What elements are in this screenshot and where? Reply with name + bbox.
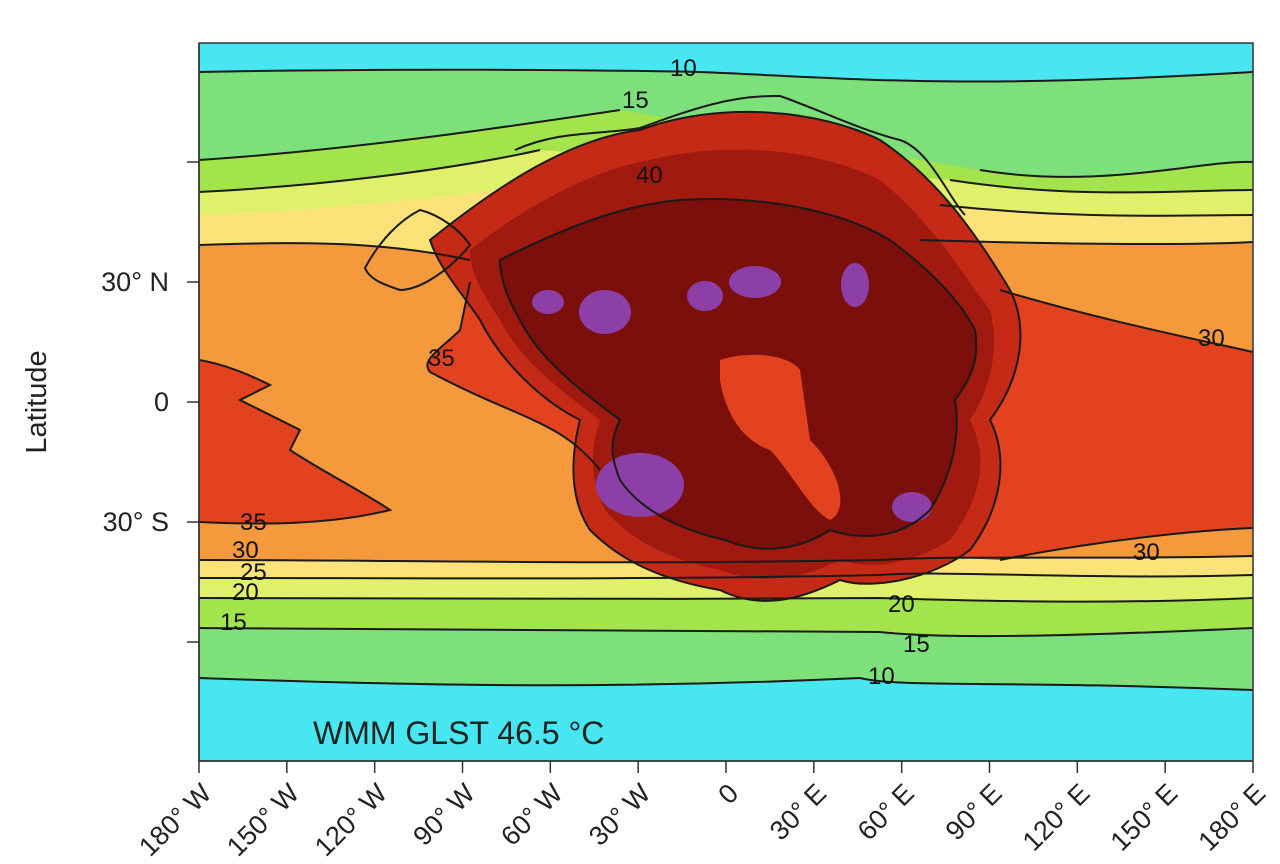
contour-line-35-south-west bbox=[199, 359, 393, 525]
band-35-west bbox=[199, 360, 390, 524]
glst-annotation: WMM GLST 46.5 °C bbox=[313, 715, 604, 751]
x-tick-label: 0 bbox=[712, 778, 744, 810]
contour-line-20-north-east bbox=[949, 179, 1253, 194]
hotspot-4 bbox=[729, 266, 781, 298]
x-tick-label: 30° W bbox=[583, 778, 657, 852]
x-tick-label: 150° W bbox=[221, 778, 305, 862]
map-plot-area bbox=[199, 43, 1253, 761]
hotspot-5 bbox=[841, 263, 869, 307]
contour-line-15-north bbox=[199, 109, 621, 161]
x-tick-label: 30° E bbox=[764, 778, 832, 846]
x-tick-label: 60° W bbox=[495, 778, 569, 852]
y-tick-label: 0 bbox=[154, 387, 169, 417]
contour-label-15-north: 15 bbox=[622, 87, 649, 114]
hotspot-6 bbox=[596, 453, 684, 517]
contour-label-35-west: 35 bbox=[428, 345, 455, 372]
contour-line-30-north bbox=[919, 239, 1253, 246]
x-tick-label: 120° E bbox=[1017, 778, 1096, 857]
contour-line-35-east bbox=[999, 289, 1253, 353]
y-axis: 30° N 0 30° S bbox=[101, 43, 200, 761]
hotspot-3 bbox=[687, 281, 723, 311]
x-tick-label: 90° E bbox=[940, 778, 1008, 846]
continent-inner-outline bbox=[498, 198, 978, 550]
contour-label-30-south-east: 30 bbox=[1133, 539, 1160, 566]
contour-line-10-south bbox=[199, 676, 1253, 691]
contour-line-30-west bbox=[199, 242, 471, 261]
contour-label-20-south-west: 20 bbox=[232, 579, 259, 606]
contour-label-35-east: 30 bbox=[1198, 325, 1225, 352]
contour-label-10-north: 10 bbox=[670, 55, 697, 82]
contour-line-20-south bbox=[199, 596, 1253, 603]
contour-labels: 10 15 30 35 35 30 25 20 15 30 20 15 10 4… bbox=[220, 55, 1225, 690]
contour-label-40-north: 40 bbox=[636, 162, 663, 189]
contour-line-10-north bbox=[199, 68, 1253, 83]
continent-outline bbox=[428, 110, 1022, 602]
contour-line-25-south bbox=[199, 572, 1253, 580]
contour-label-25-south: 25 bbox=[240, 559, 267, 586]
x-tick-label: 120° W bbox=[309, 778, 393, 862]
contour-label-20-south-east: 20 bbox=[888, 591, 915, 618]
inland-warm-pocket bbox=[720, 354, 841, 520]
contour-label-30-south-west: 30 bbox=[232, 537, 259, 564]
y-axis-title: Latitude bbox=[21, 350, 53, 453]
contour-line-25-north bbox=[939, 204, 1253, 217]
western-peninsula-outline bbox=[363, 208, 472, 292]
contour-label-15-south-west: 15 bbox=[220, 609, 247, 636]
contour-label-35-south: 35 bbox=[240, 509, 267, 536]
y-tick-label: 30° N bbox=[101, 267, 169, 297]
x-axis: 180° W 150° W 120° W 90° W 60° W 30° W 0 30° E 6… bbox=[133, 760, 1271, 862]
contour-line-15-south bbox=[199, 627, 1253, 638]
contour-line-20-north bbox=[199, 149, 541, 193]
x-tick-label: 180° W bbox=[133, 778, 217, 862]
contour-line-15-north-east bbox=[979, 160, 1253, 178]
x-tick-label: 60° E bbox=[852, 778, 920, 846]
x-tick-label: 180° E bbox=[1192, 778, 1271, 857]
x-tick-label: 150° E bbox=[1105, 778, 1184, 857]
northern-coast-outline bbox=[514, 94, 966, 216]
contour-line-35-west bbox=[426, 281, 601, 471]
y-tick-label: 30° S bbox=[103, 507, 169, 537]
x-tick-label: 90° W bbox=[407, 778, 481, 852]
hotspot-7 bbox=[892, 492, 932, 522]
contour-line-30-south bbox=[199, 555, 1253, 564]
contour-label-10-south: 10 bbox=[868, 663, 895, 690]
contour-label-15-south-east: 15 bbox=[903, 631, 930, 658]
hotspot-2 bbox=[532, 290, 564, 314]
contour-line-35-south-east bbox=[999, 527, 1253, 561]
hotspot-1 bbox=[579, 290, 631, 334]
